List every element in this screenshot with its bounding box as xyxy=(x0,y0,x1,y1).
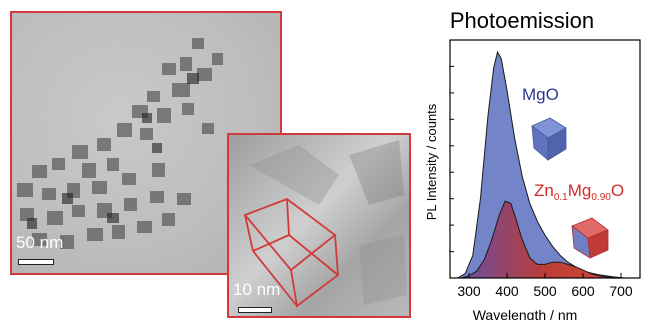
mgo-cube-icon xyxy=(531,117,567,161)
zn-mg-o-cube-icon xyxy=(571,217,609,259)
x-axis-label: Wavelength / nm xyxy=(473,307,578,320)
x-tick-label: 300 xyxy=(457,283,481,299)
series-area-zn-mg-o xyxy=(461,200,618,279)
tem-micrograph-zoom: 10 nm xyxy=(227,133,411,318)
y-axis-label: PL Intensity / counts xyxy=(424,103,439,220)
x-tick-label: 700 xyxy=(609,283,633,299)
scale-bar-label-10nm: 10 nm xyxy=(233,280,281,299)
scale-bar-10nm xyxy=(238,307,272,313)
x-tick-label: 600 xyxy=(571,283,595,299)
x-tick-label: 500 xyxy=(533,283,557,299)
photoemission-chart: Photoemission PL Intensity / counts Wave… xyxy=(424,8,641,320)
chart-title: Photoemission xyxy=(450,8,594,33)
x-tick-label: 400 xyxy=(495,283,519,299)
scale-bar-label-50nm: 50 nm xyxy=(16,233,64,252)
nanocube-particles xyxy=(17,38,223,249)
zn-mg-o-label: Zn0.1Mg0.90O xyxy=(534,181,624,203)
mgo-label: MgO xyxy=(522,85,559,104)
nanocube-outline xyxy=(243,140,407,308)
cube-outline-icon xyxy=(243,197,339,308)
scale-bar-50nm xyxy=(18,259,54,265)
